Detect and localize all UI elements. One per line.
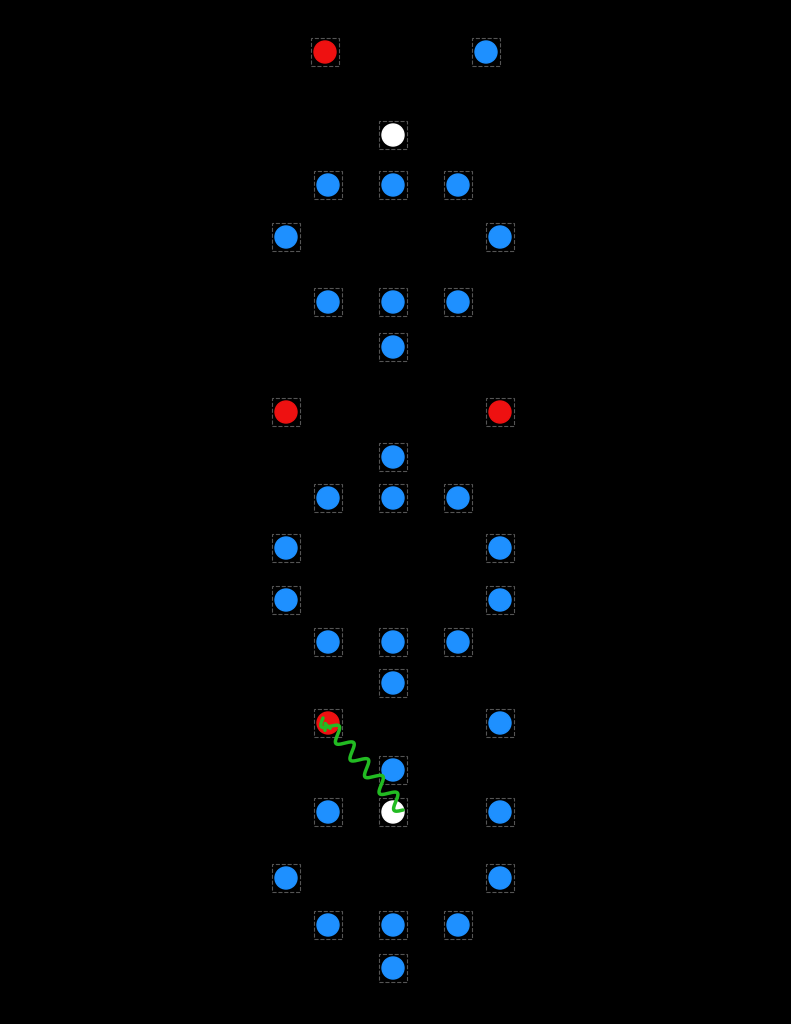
Circle shape (489, 226, 511, 248)
Circle shape (317, 487, 339, 509)
Bar (379, 333, 407, 361)
Circle shape (275, 867, 297, 889)
Circle shape (489, 537, 511, 559)
Circle shape (489, 712, 511, 734)
Bar (272, 398, 300, 426)
Bar (379, 171, 407, 199)
Circle shape (382, 174, 404, 196)
Bar (314, 288, 342, 316)
Bar (486, 223, 514, 251)
Circle shape (447, 631, 469, 653)
Circle shape (382, 124, 404, 146)
Circle shape (382, 446, 404, 468)
Bar (314, 171, 342, 199)
Bar (486, 586, 514, 614)
Bar (379, 288, 407, 316)
Bar (272, 534, 300, 562)
Circle shape (475, 41, 497, 63)
Circle shape (489, 801, 511, 823)
Bar (486, 864, 514, 892)
Bar (314, 484, 342, 512)
Circle shape (275, 226, 297, 248)
Bar (272, 223, 300, 251)
Bar (444, 171, 472, 199)
Bar (379, 911, 407, 939)
Bar (444, 911, 472, 939)
Circle shape (317, 801, 339, 823)
Bar (311, 38, 339, 66)
Circle shape (317, 914, 339, 936)
Circle shape (275, 401, 297, 423)
Circle shape (317, 712, 339, 734)
Circle shape (447, 174, 469, 196)
Circle shape (275, 589, 297, 611)
Bar (486, 398, 514, 426)
Bar (486, 709, 514, 737)
Circle shape (382, 291, 404, 313)
Bar (486, 798, 514, 826)
Circle shape (317, 291, 339, 313)
Bar (444, 484, 472, 512)
Bar (444, 628, 472, 656)
Circle shape (275, 537, 297, 559)
Circle shape (382, 631, 404, 653)
Circle shape (314, 41, 336, 63)
Bar (472, 38, 500, 66)
Circle shape (489, 401, 511, 423)
Bar (379, 756, 407, 784)
Circle shape (382, 801, 404, 823)
Circle shape (489, 589, 511, 611)
Bar (379, 484, 407, 512)
Bar (314, 798, 342, 826)
Bar (314, 709, 342, 737)
Bar (314, 911, 342, 939)
Bar (379, 798, 407, 826)
Circle shape (317, 174, 339, 196)
Bar (272, 586, 300, 614)
Bar (379, 628, 407, 656)
Bar (444, 288, 472, 316)
Bar (379, 121, 407, 150)
Bar (379, 669, 407, 697)
Circle shape (382, 759, 404, 781)
Bar (314, 628, 342, 656)
Circle shape (382, 487, 404, 509)
Circle shape (489, 867, 511, 889)
Circle shape (317, 631, 339, 653)
Circle shape (382, 336, 404, 358)
Circle shape (382, 672, 404, 694)
Circle shape (382, 914, 404, 936)
Circle shape (382, 957, 404, 979)
Circle shape (447, 291, 469, 313)
Circle shape (447, 914, 469, 936)
Bar (486, 534, 514, 562)
Bar (379, 954, 407, 982)
Bar (379, 443, 407, 471)
Circle shape (447, 487, 469, 509)
Bar (272, 864, 300, 892)
